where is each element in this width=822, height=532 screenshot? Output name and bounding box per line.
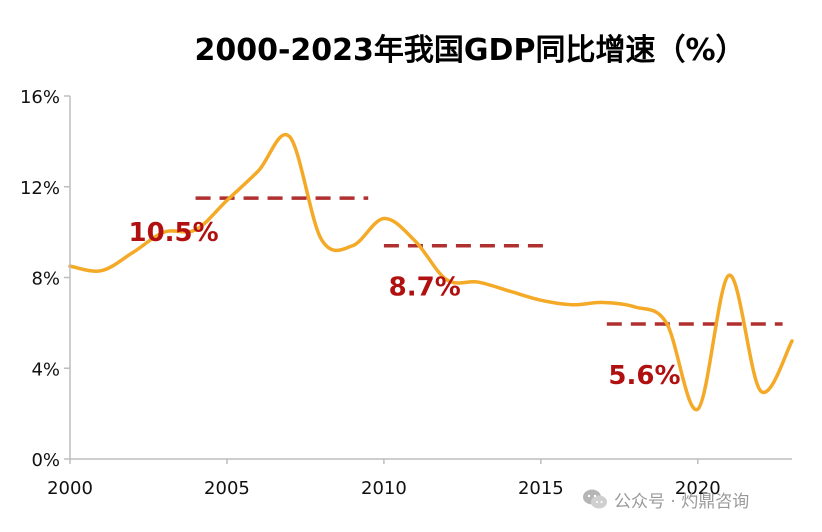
- x-tick-label: 2010: [361, 478, 407, 499]
- y-tick-label: 0%: [31, 450, 60, 471]
- y-tick-label: 8%: [31, 269, 60, 290]
- x-tick-label: 2020: [675, 478, 721, 499]
- chart-title: 2000-2023年我国GDP同比增速（%）: [194, 33, 745, 68]
- wechat-icon: [583, 489, 607, 509]
- x-tick-label: 2015: [518, 478, 564, 499]
- average-label: 5.6%: [608, 361, 680, 391]
- watermark: 公众号 · 灼鼎咨询: [582, 486, 749, 512]
- x-tick-label: 2000: [47, 478, 93, 499]
- average-label: 10.5%: [128, 218, 218, 248]
- gdp-growth-line: [68, 132, 794, 412]
- watermark-text: 公众号 · 灼鼎咨询: [614, 491, 750, 512]
- average-label: 8.7%: [389, 273, 461, 303]
- y-tick-label: 16%: [20, 87, 60, 108]
- y-tick-label: 4%: [31, 359, 60, 380]
- y-tick-label: 12%: [20, 178, 60, 199]
- x-tick-label: 2005: [204, 478, 250, 499]
